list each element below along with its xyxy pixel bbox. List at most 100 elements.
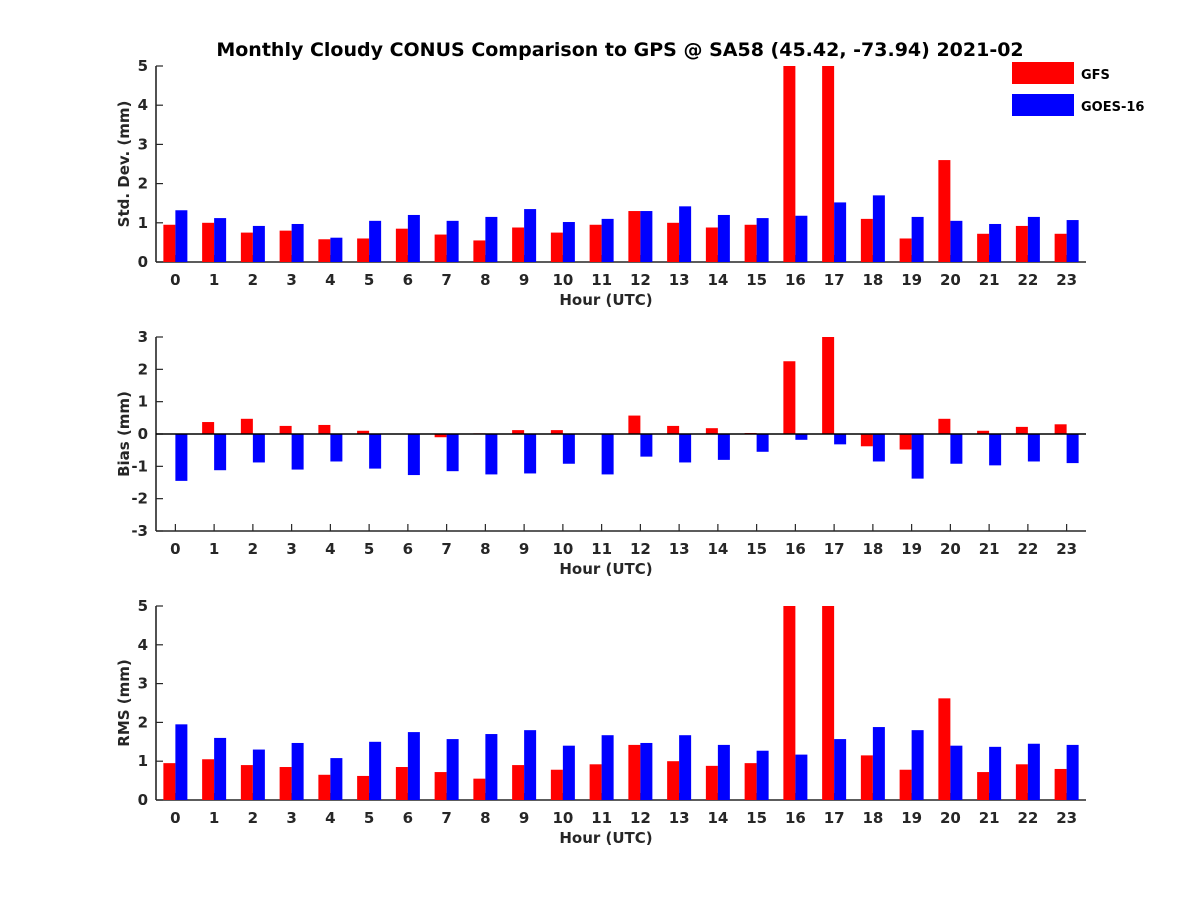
std-bar-gfs-17 — [822, 66, 835, 262]
bias-xtick-label: 12 — [630, 540, 651, 558]
bias-bar-gfs-3 — [279, 425, 292, 434]
legend: GFS GOES-16 — [1012, 62, 1144, 116]
rms-bar-gfs-12 — [628, 744, 641, 800]
std-ytick-label: 2 — [138, 175, 148, 193]
rms-bar-gfs-17 — [822, 606, 835, 800]
std-xtick-label: 5 — [364, 271, 374, 289]
bias-bar-goes16-6 — [407, 434, 420, 476]
std-xtick-label: 17 — [824, 271, 845, 289]
legend-label-gfs: GFS — [1081, 68, 1110, 83]
rms-xtick-label: 7 — [441, 809, 451, 827]
legend-swatch-gfs — [1012, 62, 1074, 84]
std-xtick-label: 21 — [979, 271, 1000, 289]
std-y-axis-label: Std. Dev. (mm) — [115, 101, 133, 228]
rms-ytick-label: 4 — [138, 636, 148, 654]
rms-bar-gfs-7 — [434, 772, 447, 800]
bias-bar-goes16-5 — [369, 434, 382, 469]
rms-bar-gfs-8 — [473, 778, 486, 800]
bias-bar-gfs-9 — [512, 430, 525, 434]
rms-bar-goes16-15 — [756, 750, 769, 800]
rms-xtick-label: 2 — [248, 809, 258, 827]
std-xtick-label: 14 — [707, 271, 728, 289]
std-xtick-label: 6 — [403, 271, 413, 289]
std-xtick-label: 8 — [480, 271, 490, 289]
std-bar-gfs-5 — [357, 238, 370, 262]
std-xtick-label: 18 — [862, 271, 883, 289]
rms-bar-gfs-1 — [202, 759, 215, 800]
rms-bar-goes16-13 — [679, 735, 692, 800]
bias-xtick-label: 1 — [209, 540, 219, 558]
rms-xtick-label: 18 — [862, 809, 883, 827]
rms-bar-gfs-5 — [357, 775, 370, 800]
rms-bar-goes16-18 — [872, 727, 885, 800]
std-bar-gfs-22 — [1015, 225, 1028, 262]
bias-bar-goes16-17 — [834, 434, 847, 445]
std-xtick-label: 9 — [519, 271, 529, 289]
rms-xtick-label: 16 — [785, 809, 806, 827]
std-bar-gfs-11 — [589, 224, 602, 262]
rms-bar-goes16-0 — [175, 724, 188, 800]
rms-xtick-label: 8 — [480, 809, 490, 827]
std-bar-goes16-13 — [679, 206, 692, 262]
rms-bar-gfs-18 — [860, 755, 873, 800]
std-bar-goes16-23 — [1066, 220, 1079, 262]
rms-bar-gfs-22 — [1015, 764, 1028, 800]
chart-title: Monthly Cloudy CONUS Comparison to GPS @… — [216, 39, 1023, 61]
rms-bar-gfs-16 — [783, 606, 796, 800]
rms-xtick-label: 13 — [669, 809, 690, 827]
rms-bar-gfs-15 — [744, 763, 757, 800]
std-bar-gfs-12 — [628, 211, 641, 262]
bias-xtick-label: 18 — [862, 540, 883, 558]
std-bar-goes16-0 — [175, 210, 188, 262]
rms-bar-goes16-5 — [369, 741, 382, 800]
std-xtick-label: 3 — [286, 271, 296, 289]
rms-ytick-label: 0 — [138, 791, 148, 809]
rms-xtick-label: 21 — [979, 809, 1000, 827]
bias-ytick-label: 2 — [138, 360, 148, 378]
std-bar-goes16-17 — [834, 202, 847, 262]
std-bar-goes16-14 — [717, 214, 730, 262]
std-x-axis-label: Hour (UTC) — [559, 291, 652, 309]
rms-xtick-label: 3 — [286, 809, 296, 827]
std-bar-goes16-4 — [330, 237, 343, 262]
std-ytick-label: 3 — [138, 135, 148, 153]
rms-bar-gfs-2 — [240, 765, 253, 800]
std-xtick-label: 13 — [669, 271, 690, 289]
rms-bar-goes16-9 — [524, 730, 537, 800]
std-xtick-label: 20 — [940, 271, 961, 289]
bias-bar-goes16-7 — [446, 434, 459, 472]
std-bar-gfs-13 — [667, 222, 680, 262]
rms-xtick-label: 4 — [325, 809, 335, 827]
bias-bar-gfs-20 — [938, 418, 951, 434]
std-bar-gfs-19 — [899, 238, 912, 262]
std-ytick-label: 0 — [138, 253, 148, 271]
bias-bar-gfs-19 — [899, 434, 912, 450]
std-bar-gfs-15 — [744, 224, 757, 262]
bias-bar-gfs-18 — [860, 434, 873, 447]
std-bar-goes16-15 — [756, 218, 769, 262]
bias-bar-gfs-22 — [1015, 426, 1028, 434]
rms-bar-gfs-21 — [977, 772, 990, 800]
std-bar-gfs-4 — [318, 239, 331, 262]
bias-bar-gfs-2 — [240, 418, 253, 434]
std-xtick-label: 16 — [785, 271, 806, 289]
std-bar-gfs-0 — [163, 224, 176, 262]
bias-xtick-label: 21 — [979, 540, 1000, 558]
bias-xtick-label: 6 — [403, 540, 413, 558]
std-xtick-label: 1 — [209, 271, 219, 289]
legend-label-goes16: GOES-16 — [1081, 100, 1144, 115]
std-bar-gfs-1 — [202, 222, 215, 262]
bias-xtick-label: 19 — [901, 540, 922, 558]
bias-y-axis-label: Bias (mm) — [115, 391, 133, 477]
rms-bar-gfs-13 — [667, 761, 680, 800]
bias-bar-gfs-7 — [434, 434, 447, 438]
bias-bar-goes16-1 — [214, 434, 227, 471]
bias-bar-gfs-13 — [667, 425, 680, 434]
std-xtick-label: 2 — [248, 271, 258, 289]
bias-bar-goes16-18 — [872, 434, 885, 462]
bias-xtick-label: 17 — [824, 540, 845, 558]
std-bar-goes16-7 — [446, 220, 459, 262]
std-xtick-label: 10 — [552, 271, 573, 289]
